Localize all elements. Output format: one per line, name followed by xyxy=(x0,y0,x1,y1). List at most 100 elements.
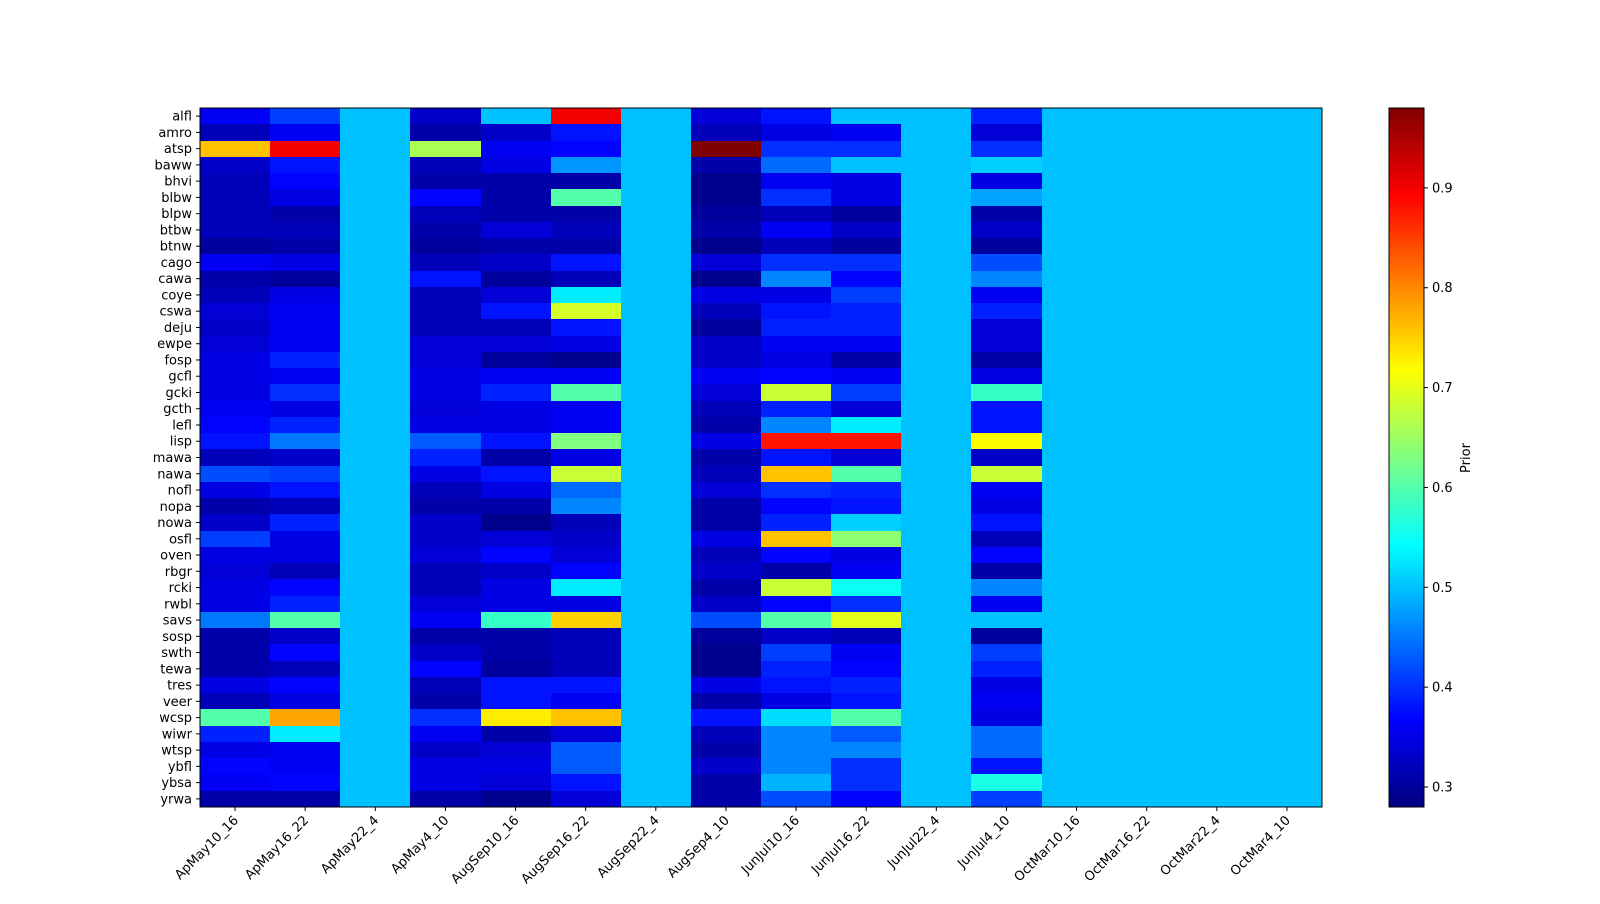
heatmap-cell-nowa-OctMar10_16 xyxy=(1042,514,1113,532)
heatmap-cell-coye-AugSep16_22 xyxy=(551,287,622,304)
heatmap-cell-ybfl-OctMar22_4 xyxy=(1182,758,1253,775)
heatmap-cell-nowa-AugSep16_22 xyxy=(551,514,622,532)
heatmap-cell-nowa-ApMay4_10 xyxy=(410,514,482,532)
x-tick-label: AugSep16_22 xyxy=(519,813,593,887)
heatmap-cell-nawa-ApMay22_4 xyxy=(340,466,411,483)
heatmap-cell-sosp-OctMar22_4 xyxy=(1182,628,1253,645)
colorbar-tick-label: 0.9 xyxy=(1432,181,1453,196)
heatmap-cell-atsp-OctMar16_22 xyxy=(1112,141,1183,158)
heatmap-cell-gcki-JunJul4_10 xyxy=(971,384,1043,402)
heatmap-cell-baww-AugSep16_22 xyxy=(551,157,622,174)
heatmap-cell-deju-JunJul22_4 xyxy=(901,319,972,337)
heatmap-cell-tres-AugSep16_22 xyxy=(551,677,622,694)
colorbar-tick-label: 0.8 xyxy=(1432,281,1453,296)
heatmap-cell-amro-JunJul10_16 xyxy=(761,124,832,142)
heatmap-cell-cawa-ApMay4_10 xyxy=(410,271,482,288)
heatmap-cell-oven-JunJul22_4 xyxy=(901,547,972,564)
heatmap-cell-tewa-JunJul16_22 xyxy=(831,661,902,678)
heatmap-cell-sosp-AugSep22_4 xyxy=(621,628,692,645)
heatmap-cell-amro-OctMar4_10 xyxy=(1252,124,1323,142)
heatmap-cell-gcki-ApMay10_16 xyxy=(200,384,271,402)
heatmap-cell-oven-OctMar10_16 xyxy=(1042,547,1113,564)
heatmap-cell-atsp-ApMay4_10 xyxy=(410,141,482,158)
heatmap-cell-nofl-ApMay4_10 xyxy=(410,482,482,499)
heatmap-cell-bhvi-JunJul16_22 xyxy=(831,173,902,190)
heatmap-cell-blbw-AugSep4_10 xyxy=(691,189,762,207)
heatmap-cell-nopa-ApMay16_22 xyxy=(270,498,341,515)
y-tick-label: blpw xyxy=(161,207,192,222)
y-tick-label: bhvi xyxy=(164,175,192,190)
heatmap-cell-nawa-OctMar10_16 xyxy=(1042,466,1113,483)
heatmap-cell-coye-AugSep10_16 xyxy=(481,287,552,304)
heatmap-cell-yrwa-ApMay10_16 xyxy=(200,791,271,808)
heatmap-cell-nowa-AugSep22_4 xyxy=(621,514,692,532)
heatmap-cell-lefl-OctMar16_22 xyxy=(1112,417,1183,434)
heatmap-cell-nawa-OctMar22_4 xyxy=(1182,466,1253,483)
colorbar-tick-label: 0.6 xyxy=(1432,481,1453,496)
y-tick-label: wtsp xyxy=(161,744,192,759)
heatmap-cell-alfl-OctMar10_16 xyxy=(1042,108,1113,125)
heatmap-cell-wiwr-ApMay10_16 xyxy=(200,726,271,743)
heatmap-cell-osfl-AugSep4_10 xyxy=(691,531,762,548)
heatmap-cell-coye-AugSep4_10 xyxy=(691,287,762,304)
heatmap-cell-osfl-OctMar4_10 xyxy=(1252,531,1323,548)
heatmap-cell-wiwr-AugSep22_4 xyxy=(621,726,692,743)
heatmap-cell-gcki-OctMar22_4 xyxy=(1182,384,1253,402)
heatmap-cell-rcki-OctMar10_16 xyxy=(1042,579,1113,597)
heatmap-cell-cago-ApMay10_16 xyxy=(200,254,271,272)
heatmap-cell-nawa-AugSep22_4 xyxy=(621,466,692,483)
heatmap-cell-rwbl-JunJul22_4 xyxy=(901,596,972,613)
heatmap-cell-alfl-ApMay4_10 xyxy=(410,108,482,125)
heatmap-cell-rcki-AugSep22_4 xyxy=(621,579,692,597)
heatmap-cell-amro-OctMar16_22 xyxy=(1112,124,1183,142)
heatmap-cell-wtsp-AugSep16_22 xyxy=(551,742,622,759)
heatmap-cell-savs-OctMar22_4 xyxy=(1182,612,1253,629)
heatmap-cell-blbw-JunJul16_22 xyxy=(831,189,902,207)
heatmap-cell-rbgr-ApMay16_22 xyxy=(270,563,341,580)
heatmap-cell-osfl-ApMay10_16 xyxy=(200,531,271,548)
heatmap-cell-lefl-AugSep4_10 xyxy=(691,417,762,434)
heatmap-cell-coye-OctMar4_10 xyxy=(1252,287,1323,304)
heatmap-cell-atsp-JunJul16_22 xyxy=(831,141,902,158)
heatmap-cell-wcsp-JunJul22_4 xyxy=(901,709,972,727)
x-tick-label: JunJul16_22 xyxy=(808,813,873,878)
heatmap-cell-rwbl-OctMar4_10 xyxy=(1252,596,1323,613)
heatmap-cell-atsp-JunJul22_4 xyxy=(901,141,972,158)
heatmap-cell-gcfl-AugSep10_16 xyxy=(481,368,552,385)
heatmap-cell-blbw-AugSep10_16 xyxy=(481,189,552,207)
heatmap-cell-nawa-JunJul16_22 xyxy=(831,466,902,483)
heatmap-cell-nofl-ApMay10_16 xyxy=(200,482,271,499)
heatmap-cell-lisp-JunJul22_4 xyxy=(901,433,972,450)
heatmap-cell-savs-OctMar10_16 xyxy=(1042,612,1113,629)
heatmap-cell-cawa-OctMar22_4 xyxy=(1182,271,1253,288)
heatmap-cell-swth-OctMar10_16 xyxy=(1042,644,1113,662)
heatmap-cell-ybfl-AugSep22_4 xyxy=(621,758,692,775)
heatmap-cell-ewpe-ApMay4_10 xyxy=(410,336,482,353)
heatmap-cell-sosp-JunJul22_4 xyxy=(901,628,972,645)
heatmap-cell-wtsp-ApMay4_10 xyxy=(410,742,482,759)
colorbar-frame xyxy=(1388,107,1425,808)
heatmap-cell-cawa-AugSep22_4 xyxy=(621,271,692,288)
heatmap-cell-cswa-JunJul10_16 xyxy=(761,303,832,320)
heatmap-cell-fosp-OctMar22_4 xyxy=(1182,352,1253,369)
heatmap-cell-wtsp-AugSep4_10 xyxy=(691,742,762,759)
heatmap-cell-deju-JunJul10_16 xyxy=(761,319,832,337)
heatmap-cell-lefl-OctMar10_16 xyxy=(1042,417,1113,434)
heatmap-cell-cago-JunJul4_10 xyxy=(971,254,1043,272)
y-tick-label: veer xyxy=(163,695,193,710)
heatmap-cell-lisp-ApMay4_10 xyxy=(410,433,482,450)
heatmap-cell-bhvi-ApMay10_16 xyxy=(200,173,271,190)
heatmap-cell-amro-AugSep4_10 xyxy=(691,124,762,142)
heatmap-cell-wcsp-JunJul10_16 xyxy=(761,709,832,727)
heatmap-cell-gcfl-ApMay16_22 xyxy=(270,368,341,385)
heatmap-cell-lisp-JunJul10_16 xyxy=(761,433,832,450)
heatmap-cell-nawa-AugSep10_16 xyxy=(481,466,552,483)
heatmap-cell-cswa-AugSep4_10 xyxy=(691,303,762,320)
heatmap-cell-tewa-AugSep16_22 xyxy=(551,661,622,678)
heatmap-cell-alfl-ApMay22_4 xyxy=(340,108,411,125)
heatmap-cell-tres-JunJul4_10 xyxy=(971,677,1043,694)
heatmap-cell-nawa-OctMar16_22 xyxy=(1112,466,1183,483)
heatmap-cell-oven-ApMay4_10 xyxy=(410,547,482,564)
heatmap-cell-gcki-OctMar16_22 xyxy=(1112,384,1183,402)
heatmap-cell-ybsa-ApMay4_10 xyxy=(410,774,482,792)
